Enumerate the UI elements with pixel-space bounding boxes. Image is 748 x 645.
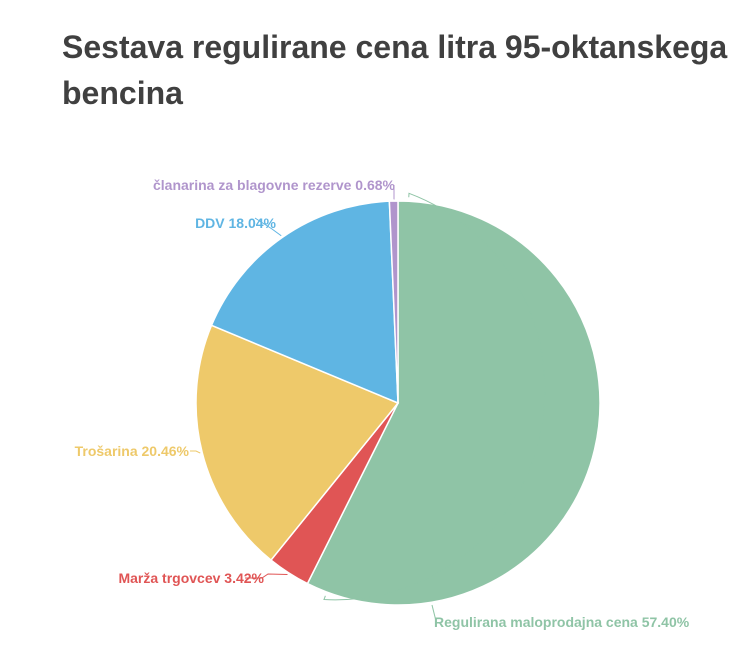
slice-label-3: DDV 18.04% xyxy=(195,215,276,231)
leader-line-2 xyxy=(190,450,201,454)
leader-line-3 xyxy=(254,217,282,237)
pie-slice-2[interactable] xyxy=(195,324,400,562)
pie-slice-3[interactable] xyxy=(210,200,399,405)
leader-line-1 xyxy=(245,573,288,579)
pie-slice-0[interactable] xyxy=(306,200,601,606)
slice-label-4: članarina za blagovne rezerve 0.68% xyxy=(153,177,396,193)
chart-title: Sestava regulirane cena litra 95-oktansk… xyxy=(62,29,728,111)
leader-line-0 xyxy=(431,604,437,622)
slice-label-2: Trošarina 20.46% xyxy=(75,443,190,459)
pie-slice-4[interactable] xyxy=(388,200,399,404)
slice-label-0: Regulirana maloprodajna cena 57.40% xyxy=(434,614,690,630)
leader-line-0 xyxy=(323,192,546,601)
slice-label-1: Marža trgovcev 3.42% xyxy=(118,570,264,586)
